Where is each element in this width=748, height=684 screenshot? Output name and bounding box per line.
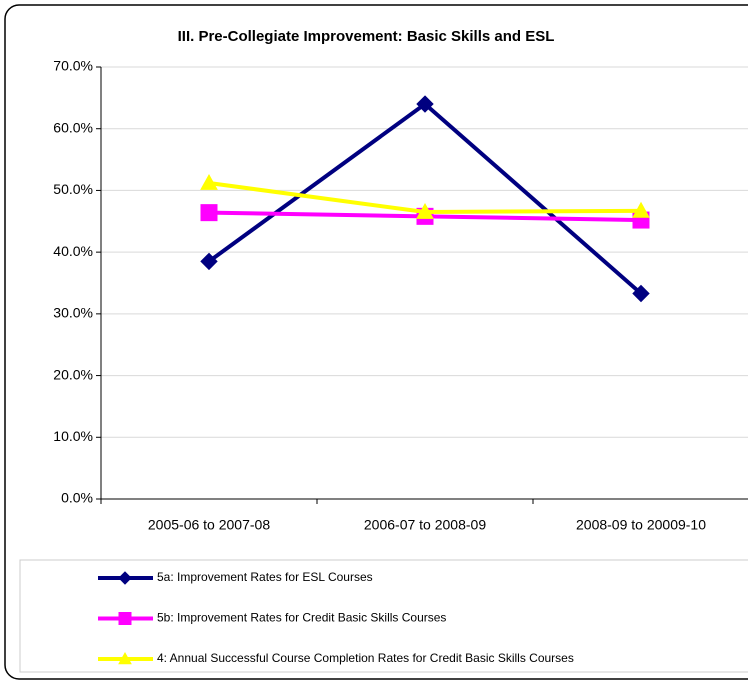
marker (200, 252, 218, 271)
marker (416, 202, 434, 219)
legend-label: 5a: Improvement Rates for ESL Courses (157, 570, 373, 584)
chart-frame (4, 4, 748, 680)
y-tick-label: 10.0% (53, 428, 93, 444)
y-tick-label: 0.0% (61, 490, 93, 506)
marker (416, 95, 434, 113)
x-tick-label: 2006-07 to 2008-09 (364, 517, 486, 533)
y-tick-label: 40.0% (53, 243, 93, 259)
legend-label: 4: Annual Successful Course Completion R… (157, 651, 574, 665)
y-tick-label: 20.0% (53, 366, 93, 382)
y-tick-label: 70.0% (53, 58, 93, 74)
chart-title: III. Pre-Collegiate Improvement: Basic S… (178, 28, 555, 45)
marker (118, 651, 132, 665)
legend-label: 5b: Improvement Rates for Credit Basic S… (157, 611, 446, 625)
marker (200, 173, 218, 190)
y-tick-label: 60.0% (53, 119, 93, 135)
y-tick-label: 30.0% (53, 305, 93, 321)
y-tick-label: 50.0% (53, 181, 93, 197)
marker (200, 204, 218, 222)
x-tick-label: 2008-09 to 20009-10 (576, 517, 706, 533)
marker (118, 571, 132, 585)
marker (632, 284, 650, 303)
marker (632, 201, 650, 218)
marker (118, 612, 132, 625)
x-tick-label: 2005-06 to 2007-08 (148, 517, 270, 533)
